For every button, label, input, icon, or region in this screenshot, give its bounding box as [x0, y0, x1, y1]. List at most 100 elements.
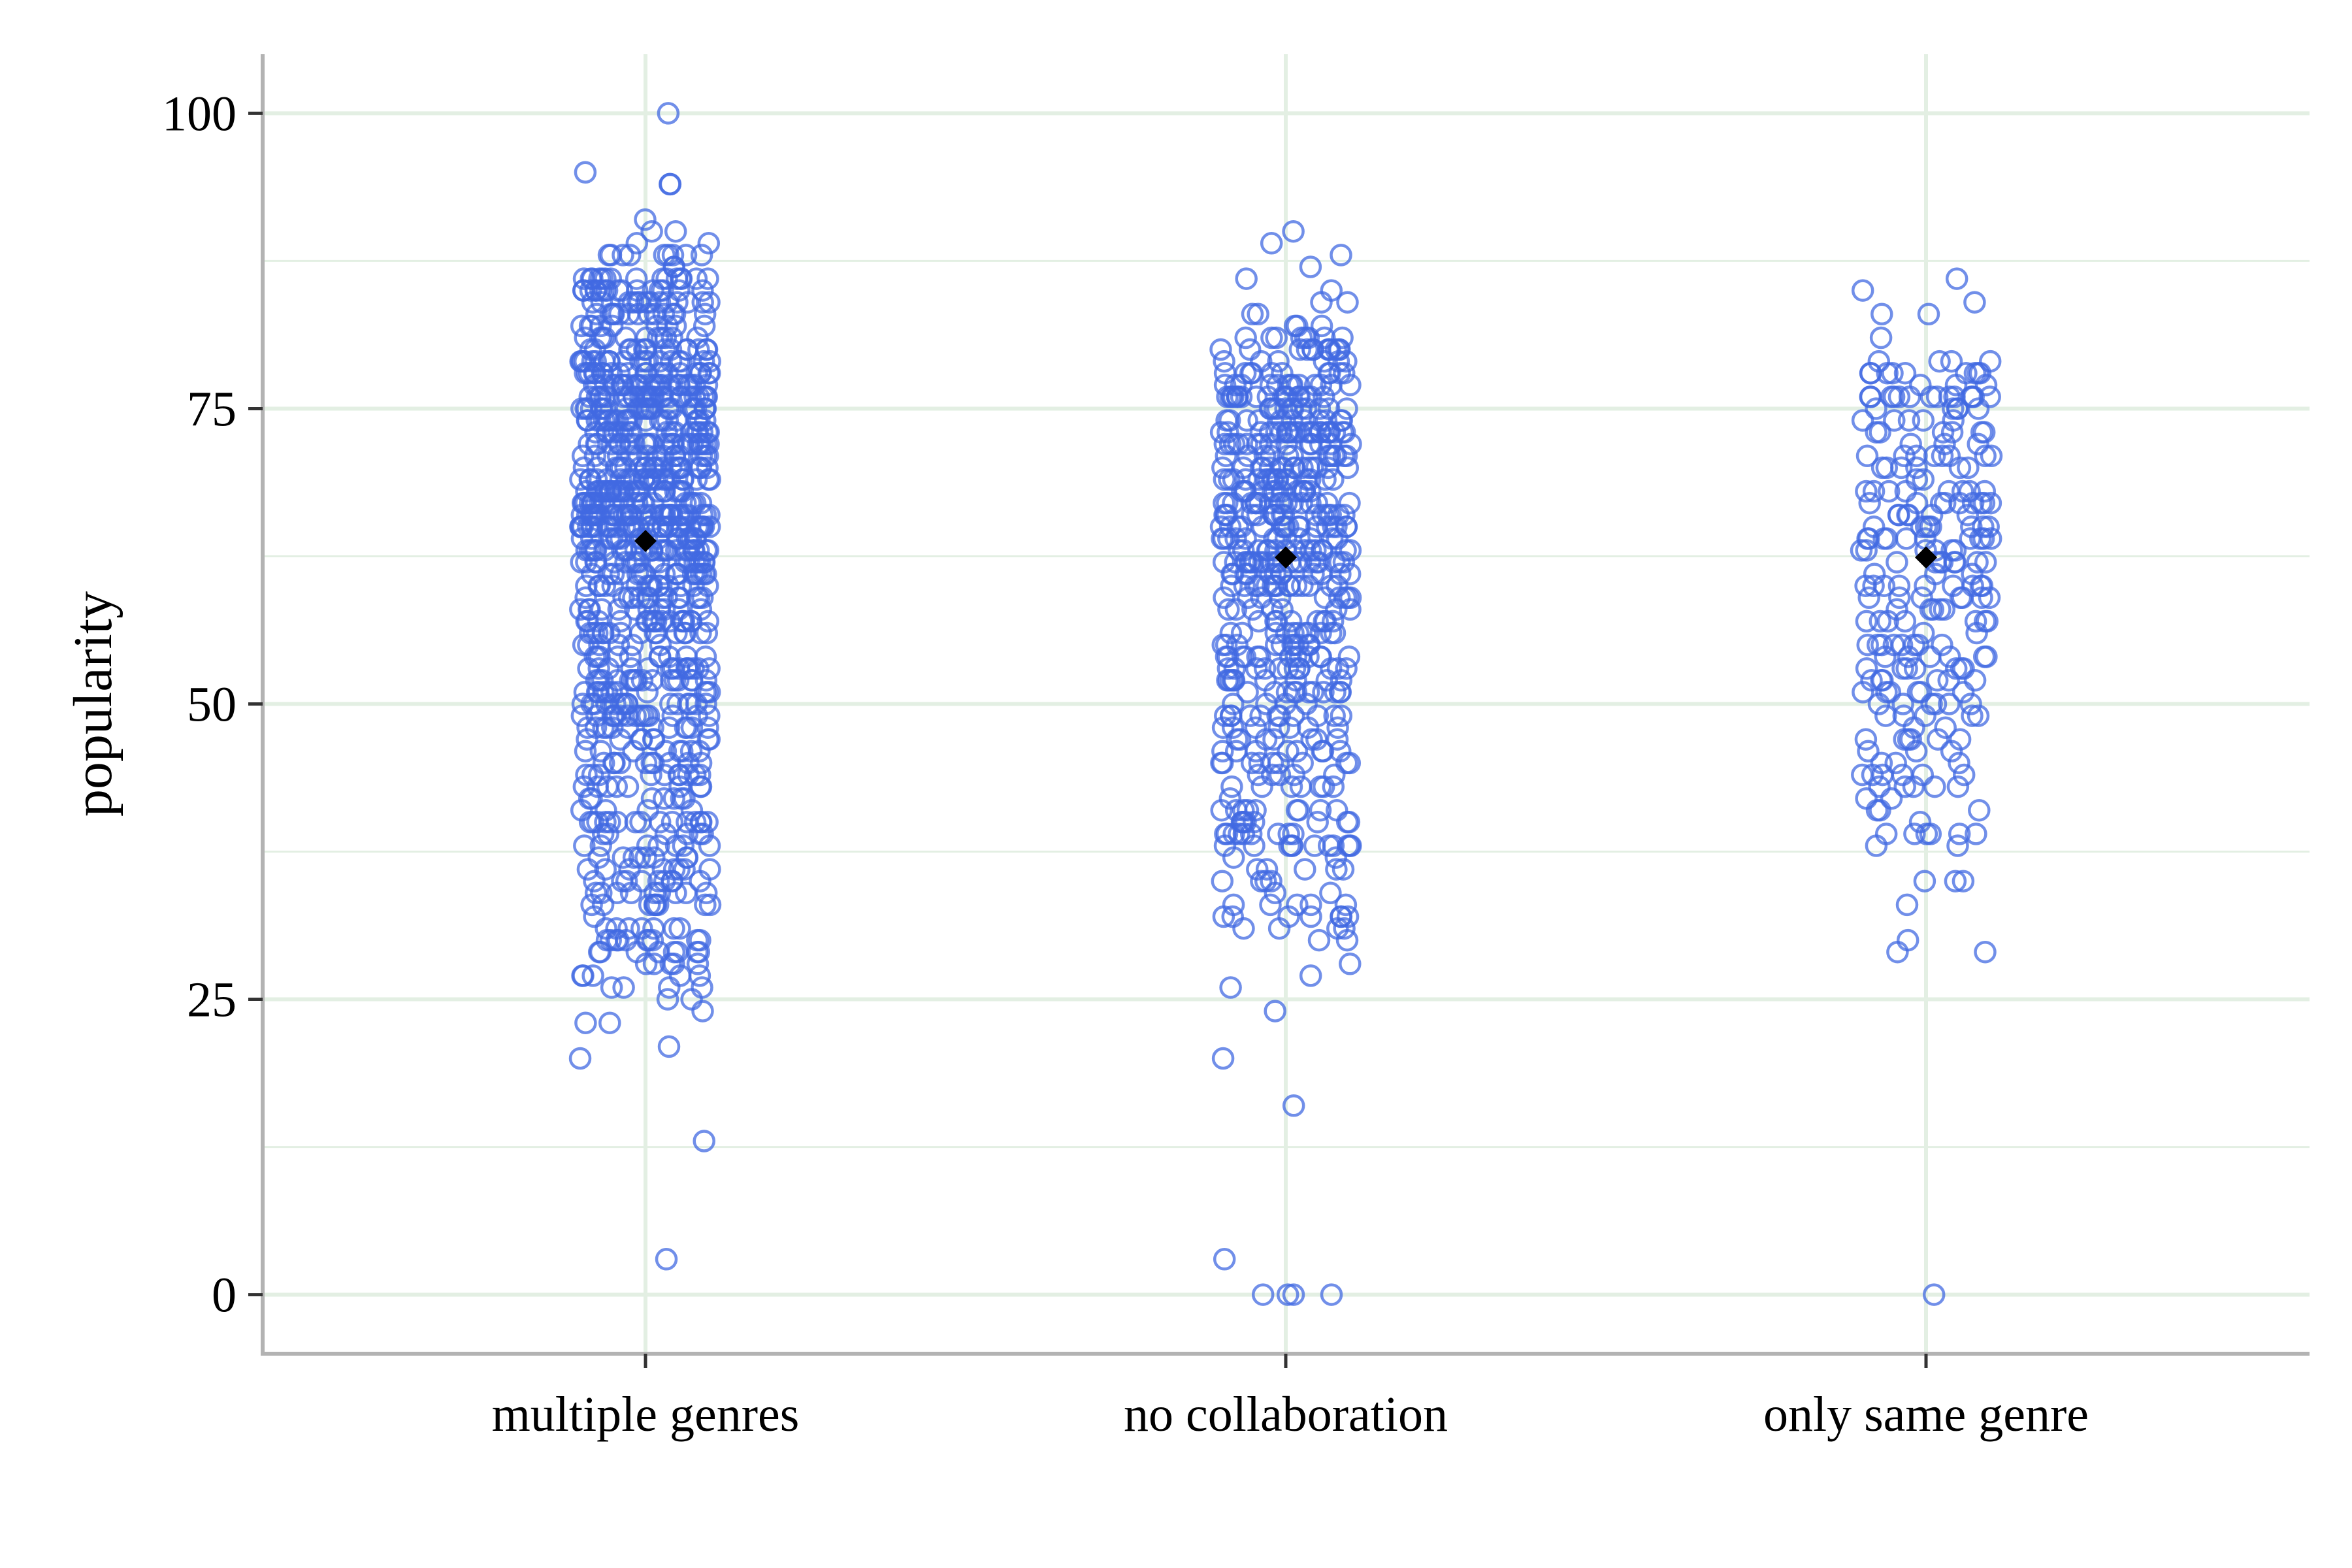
data-point — [602, 302, 625, 326]
data-point — [1970, 421, 1993, 444]
data-point — [1855, 610, 1878, 633]
data-point — [1234, 527, 1257, 550]
data-point — [1884, 751, 1907, 775]
data-point — [1213, 350, 1235, 373]
data-point — [636, 834, 659, 857]
data-point — [1946, 775, 1970, 798]
data-point — [625, 232, 649, 255]
data-point — [674, 621, 697, 645]
data-point — [607, 598, 630, 621]
data-point — [617, 361, 640, 385]
data-point — [1940, 539, 1963, 562]
data-point — [1887, 503, 1910, 527]
data-point — [1880, 787, 1903, 810]
data-point — [619, 444, 642, 468]
data-point — [621, 633, 644, 657]
data-point — [1975, 645, 1998, 668]
data-point — [574, 326, 596, 350]
data-point — [634, 456, 657, 480]
data-point — [1974, 551, 1997, 574]
data-point — [640, 751, 663, 775]
data-point — [571, 693, 595, 715]
data-point — [581, 763, 604, 787]
data-point — [1912, 409, 1935, 432]
data-point — [622, 491, 645, 515]
data-point — [1320, 1283, 1343, 1306]
data-point — [1857, 586, 1880, 610]
data-point — [1979, 491, 2002, 515]
data-point — [580, 503, 603, 527]
data-point — [1247, 468, 1270, 491]
data-point — [634, 208, 657, 231]
data-point — [640, 433, 663, 455]
data-point — [651, 586, 674, 610]
data-point — [643, 846, 666, 869]
data-point — [1851, 763, 1874, 787]
data-point — [611, 421, 634, 444]
data-point — [668, 740, 691, 763]
data-point — [661, 326, 683, 350]
data-point — [1903, 716, 1925, 739]
data-point — [1338, 751, 1362, 775]
data-point — [1326, 917, 1349, 940]
data-point — [1883, 409, 1906, 432]
data-point — [666, 515, 689, 538]
data-point — [589, 409, 612, 432]
data-point — [581, 964, 604, 987]
data-point — [612, 374, 635, 397]
data-point — [1236, 444, 1260, 468]
data-point — [1267, 823, 1290, 845]
data-point — [1882, 633, 1906, 657]
data-point — [1325, 798, 1348, 822]
data-point — [649, 409, 672, 432]
data-point — [1942, 397, 1965, 420]
data-point — [1851, 279, 1874, 302]
data-point — [1224, 798, 1248, 822]
data-point — [1904, 740, 1928, 763]
x-tick-label: multiple genres — [492, 1387, 800, 1442]
data-point — [661, 811, 684, 834]
data-point — [1895, 893, 1919, 917]
data-point — [598, 527, 621, 550]
data-point — [1282, 220, 1305, 243]
data-point — [1897, 728, 1920, 751]
y-tick-label: 100 — [162, 86, 237, 141]
data-point — [625, 940, 649, 964]
data-point — [1264, 1000, 1286, 1022]
data-point — [1299, 905, 1322, 928]
data-point — [640, 787, 664, 810]
data-point — [589, 740, 612, 763]
data-point — [606, 811, 629, 834]
data-point — [1267, 716, 1290, 739]
data-point — [612, 385, 635, 408]
data-point — [1296, 338, 1319, 361]
data-point — [678, 527, 700, 550]
data-point — [608, 361, 631, 385]
data-point — [626, 563, 649, 585]
data-point — [1305, 728, 1328, 751]
data-point — [636, 798, 659, 822]
data-point — [593, 480, 615, 503]
data-point — [608, 480, 631, 503]
data-point — [1978, 385, 2001, 408]
data-point — [593, 491, 616, 515]
data-point — [583, 374, 606, 397]
data-point — [1331, 421, 1354, 444]
data-point — [633, 563, 657, 585]
data-point — [1316, 421, 1339, 444]
data-point — [1303, 374, 1327, 397]
data-point — [690, 244, 713, 267]
data-point — [638, 893, 661, 917]
data-point — [679, 374, 702, 397]
data-point — [696, 267, 719, 290]
data-point — [1230, 385, 1253, 408]
data-point — [1964, 610, 1987, 633]
data-point — [647, 834, 670, 857]
data-point — [666, 291, 689, 314]
data-point — [591, 893, 615, 917]
data-point — [1226, 728, 1249, 751]
data-point — [1297, 681, 1320, 704]
data-point — [654, 740, 678, 763]
data-point — [1944, 374, 1968, 397]
data-point — [600, 976, 623, 999]
